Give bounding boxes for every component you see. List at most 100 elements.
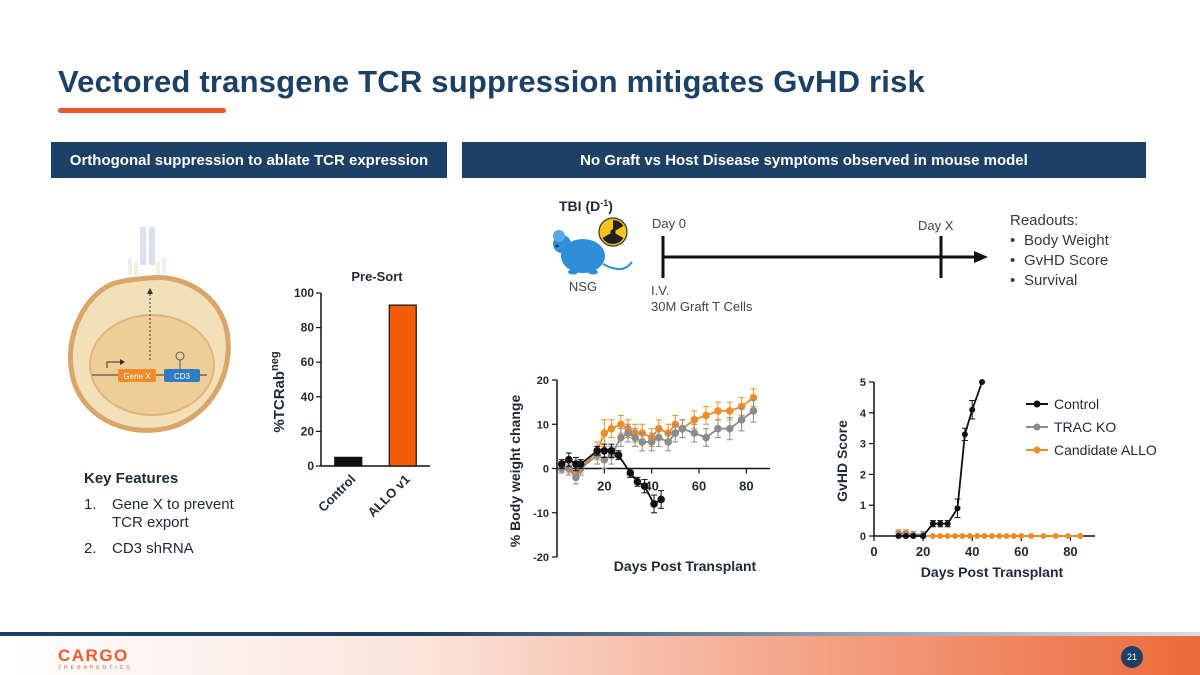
left-banner: Orthogonal suppression to ablate TCR exp… [51,142,447,178]
data-point [638,438,646,446]
key-features-title: Key Features [84,470,179,487]
data-point [959,533,966,539]
data-point [650,500,658,508]
feature-text: Gene X to prevent TCR export [112,496,234,531]
x-tick-label: 60 [692,479,706,494]
data-point [624,429,632,437]
data-point [1003,533,1010,539]
bar-chart-ylabel: %TCRabneg [269,351,288,432]
bar-category-label: Control [315,472,358,515]
data-point [974,533,981,539]
feature-number: 1. [84,496,97,513]
data-point [607,424,616,433]
x-tick-label: 80 [739,479,753,494]
readout-item: GvHD Score [1010,251,1109,271]
cd3-box [164,369,200,382]
data-point [714,424,722,433]
tcr-receptor-icon [128,227,166,276]
y-tick-label: 0 [860,531,866,543]
bar-chart-title: Pre-Sort [351,269,403,284]
data-point [996,533,1003,539]
data-point [640,482,649,490]
data-point [737,416,746,424]
bw-ylabel: % Body weight change [507,395,523,548]
data-point [654,433,663,442]
data-point [614,451,623,460]
x-tick-label: 40 [644,479,658,494]
gvhd-legend: Control TRAC KO Candidate ALLO [1026,396,1157,458]
legend-marker [1033,446,1041,454]
data-point [954,505,961,512]
brand-tagline: THERAPEUTICS [58,665,133,671]
series-line [561,410,754,479]
data-point [1010,533,1017,539]
x-tick-label: 20 [916,544,930,559]
x-tick-label: 20 [597,479,611,494]
data-point [647,438,656,446]
bar-y-tick-label: 20 [301,424,315,438]
bar [334,456,363,467]
data-point [690,416,699,424]
data-point [937,520,944,527]
data-point [671,429,680,437]
data-point [725,424,734,433]
data-point [725,407,734,415]
footer-divider [0,632,1200,636]
y-tick-label: 2 [860,469,866,481]
data-point [961,431,968,438]
svg-text:CD3: CD3 [174,372,191,381]
radiation-icon [598,217,628,247]
legend-label: Candidate ALLO [1054,442,1157,458]
data-point [902,533,909,539]
legend-label: TRAC KO [1054,419,1116,435]
data-point [617,420,625,429]
legend-marker [1033,400,1041,408]
data-point [702,433,710,442]
graft-cells-label: 30M Graft T Cells [651,299,753,314]
bar-y-tick-label: 80 [301,321,315,335]
data-point [664,438,673,446]
data-point [929,520,936,527]
data-point [981,533,988,539]
bar-y-tick-label: 0 [307,459,314,473]
feature-text: CD3 shRNA [112,540,194,557]
data-point [565,455,573,464]
y-tick-label: 0 [543,464,549,476]
mouse-strain-label: NSG [569,279,597,294]
brand-name: CARGO [58,646,129,665]
readout-item: Survival [1010,271,1109,291]
data-point [966,533,973,539]
legend-marker [1033,423,1041,431]
x-tick-label: 60 [1014,544,1028,559]
gvhd-score-chart: GvHD Score Days Post Transplant 0 1 2 3 4 5 0 2… [834,377,1157,580]
series-line [898,381,983,537]
data-point [749,407,758,415]
page-number: 21 [1121,646,1143,668]
data-point [988,533,995,539]
y-tick-label: -10 [533,508,549,520]
y-tick-label: 3 [860,439,866,451]
data-point [952,533,959,539]
y-tick-label: 1 [860,500,866,512]
y-tick-label: -20 [533,552,549,564]
data-point [617,433,625,442]
readout-item: Body Weight [1010,231,1109,251]
bar-category-label: ALLO v1 [364,472,412,520]
bar-y-tick-label: 100 [294,286,314,300]
iv-label: I.V. [651,283,669,298]
y-tick-label: 10 [537,419,549,431]
study-timeline: TBI (D-1) NSG Day 0 Day X I.V. 30M Graft… [548,192,1018,322]
data-point [690,429,699,437]
data-point [1028,533,1035,539]
gvhd-xlabel: Days Post Transplant [921,564,1064,580]
bar-y-tick-label: 40 [301,390,315,404]
footer-band [0,636,1200,675]
data-point [1040,533,1047,539]
dayx-label: Day X [918,218,954,233]
brand-logo: CARGO THERAPEUTICS [58,646,133,671]
data-point [631,433,639,442]
cell-diagram: Gene X CD3 [62,222,242,452]
y-tick-label: 20 [537,375,549,387]
feature-item-1: 1. Gene X to prevent TCR export [84,496,262,532]
nucleus-icon [89,314,215,416]
